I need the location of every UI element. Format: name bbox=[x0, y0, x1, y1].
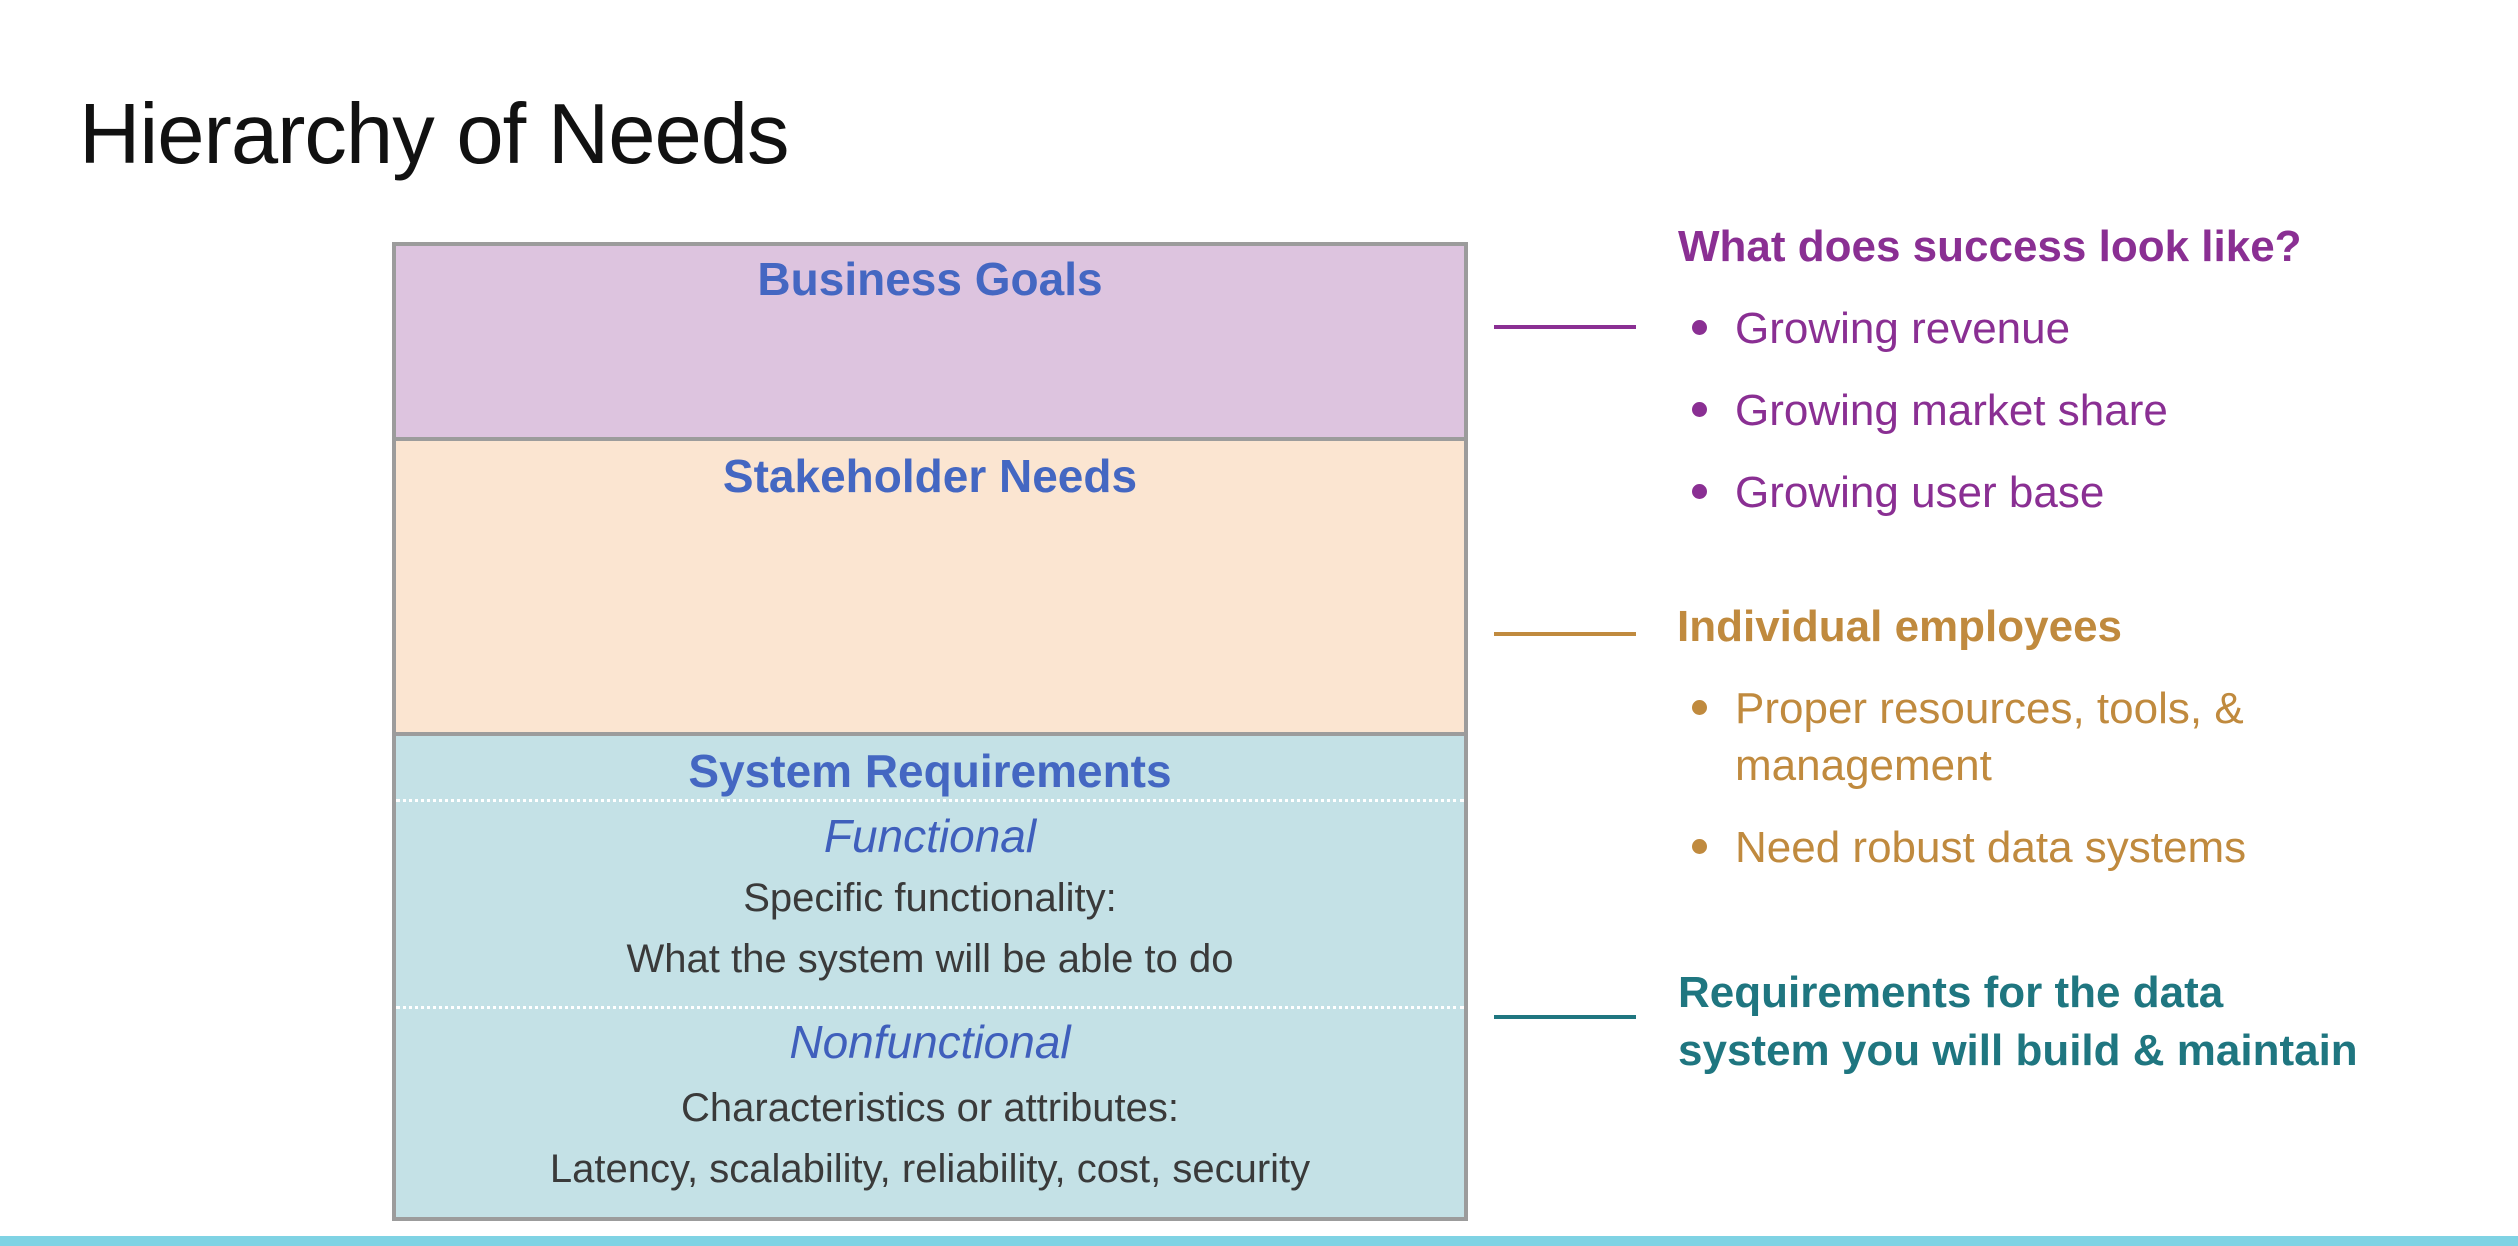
system-annotation-line-2: system you will build & maintain bbox=[1678, 1026, 2358, 1075]
stakeholder-needs-title: Stakeholder Needs bbox=[722, 450, 1138, 502]
business-goals-title: Business Goals bbox=[757, 253, 1103, 305]
list-item: Growing user base bbox=[1680, 464, 2168, 521]
functional-line-2: What the system will be able to do bbox=[626, 937, 1234, 981]
stakeholder-connector-line bbox=[1494, 632, 1636, 636]
functional-heading: Functional bbox=[823, 810, 1037, 862]
functional-line-1: Specific functionality: bbox=[743, 876, 1117, 920]
bullet-icon bbox=[1692, 484, 1707, 499]
stakeholder-bullet-list: Proper resources, tools, & management Ne… bbox=[1680, 680, 2246, 876]
list-item: Need robust data systems bbox=[1680, 819, 2246, 876]
bullet-text: Need robust data systems bbox=[1735, 823, 2247, 872]
system-annotation-line-1: Requirements for the data bbox=[1678, 968, 2224, 1017]
system-annotation-heading: Requirements for the data system you wil… bbox=[1678, 964, 2358, 1080]
nonfunctional-divider bbox=[396, 1006, 1464, 1009]
system-requirements-title: System Requirements bbox=[688, 745, 1172, 797]
system-requirements-layer: System Requirements Functional Specific … bbox=[396, 736, 1464, 1217]
bullet-icon bbox=[1692, 402, 1707, 417]
business-connector-line bbox=[1494, 325, 1636, 329]
hierarchy-diagram: Business Goals Stakeholder Needs System … bbox=[392, 242, 1468, 1221]
bullet-icon bbox=[1692, 700, 1707, 715]
bullet-text: Growing revenue bbox=[1735, 304, 2071, 353]
list-item: Proper resources, tools, & management bbox=[1680, 680, 2246, 794]
bottom-accent-bar bbox=[0, 1236, 2518, 1246]
nonfunctional-heading: Nonfunctional bbox=[789, 1016, 1071, 1068]
business-goals-layer: Business Goals bbox=[396, 246, 1464, 441]
list-item: Growing market share bbox=[1680, 382, 2168, 439]
business-bullet-list: Growing revenue Growing market share Gro… bbox=[1680, 300, 2168, 521]
page-title: Hierarchy of Needs bbox=[79, 87, 790, 182]
bullet-text: Growing market share bbox=[1735, 386, 2168, 435]
functional-divider bbox=[396, 799, 1464, 802]
business-annotation-heading: What does success look like? bbox=[1678, 222, 2302, 271]
bullet-text: Growing user base bbox=[1735, 468, 2105, 517]
nonfunctional-line-1: Characteristics or attributes: bbox=[681, 1086, 1179, 1130]
bullet-text: Proper resources, tools, & bbox=[1735, 684, 2244, 733]
bullet-icon bbox=[1692, 320, 1707, 335]
stakeholder-annotation-heading: Individual employees bbox=[1677, 602, 2123, 651]
bullet-icon bbox=[1692, 839, 1707, 854]
nonfunctional-line-2: Latency, scalability, reliability, cost,… bbox=[549, 1147, 1311, 1191]
list-item: Growing revenue bbox=[1680, 300, 2168, 357]
system-connector-line bbox=[1494, 1015, 1636, 1019]
stakeholder-needs-layer: Stakeholder Needs bbox=[396, 441, 1464, 736]
bullet-text-continued: management bbox=[1735, 741, 1992, 790]
